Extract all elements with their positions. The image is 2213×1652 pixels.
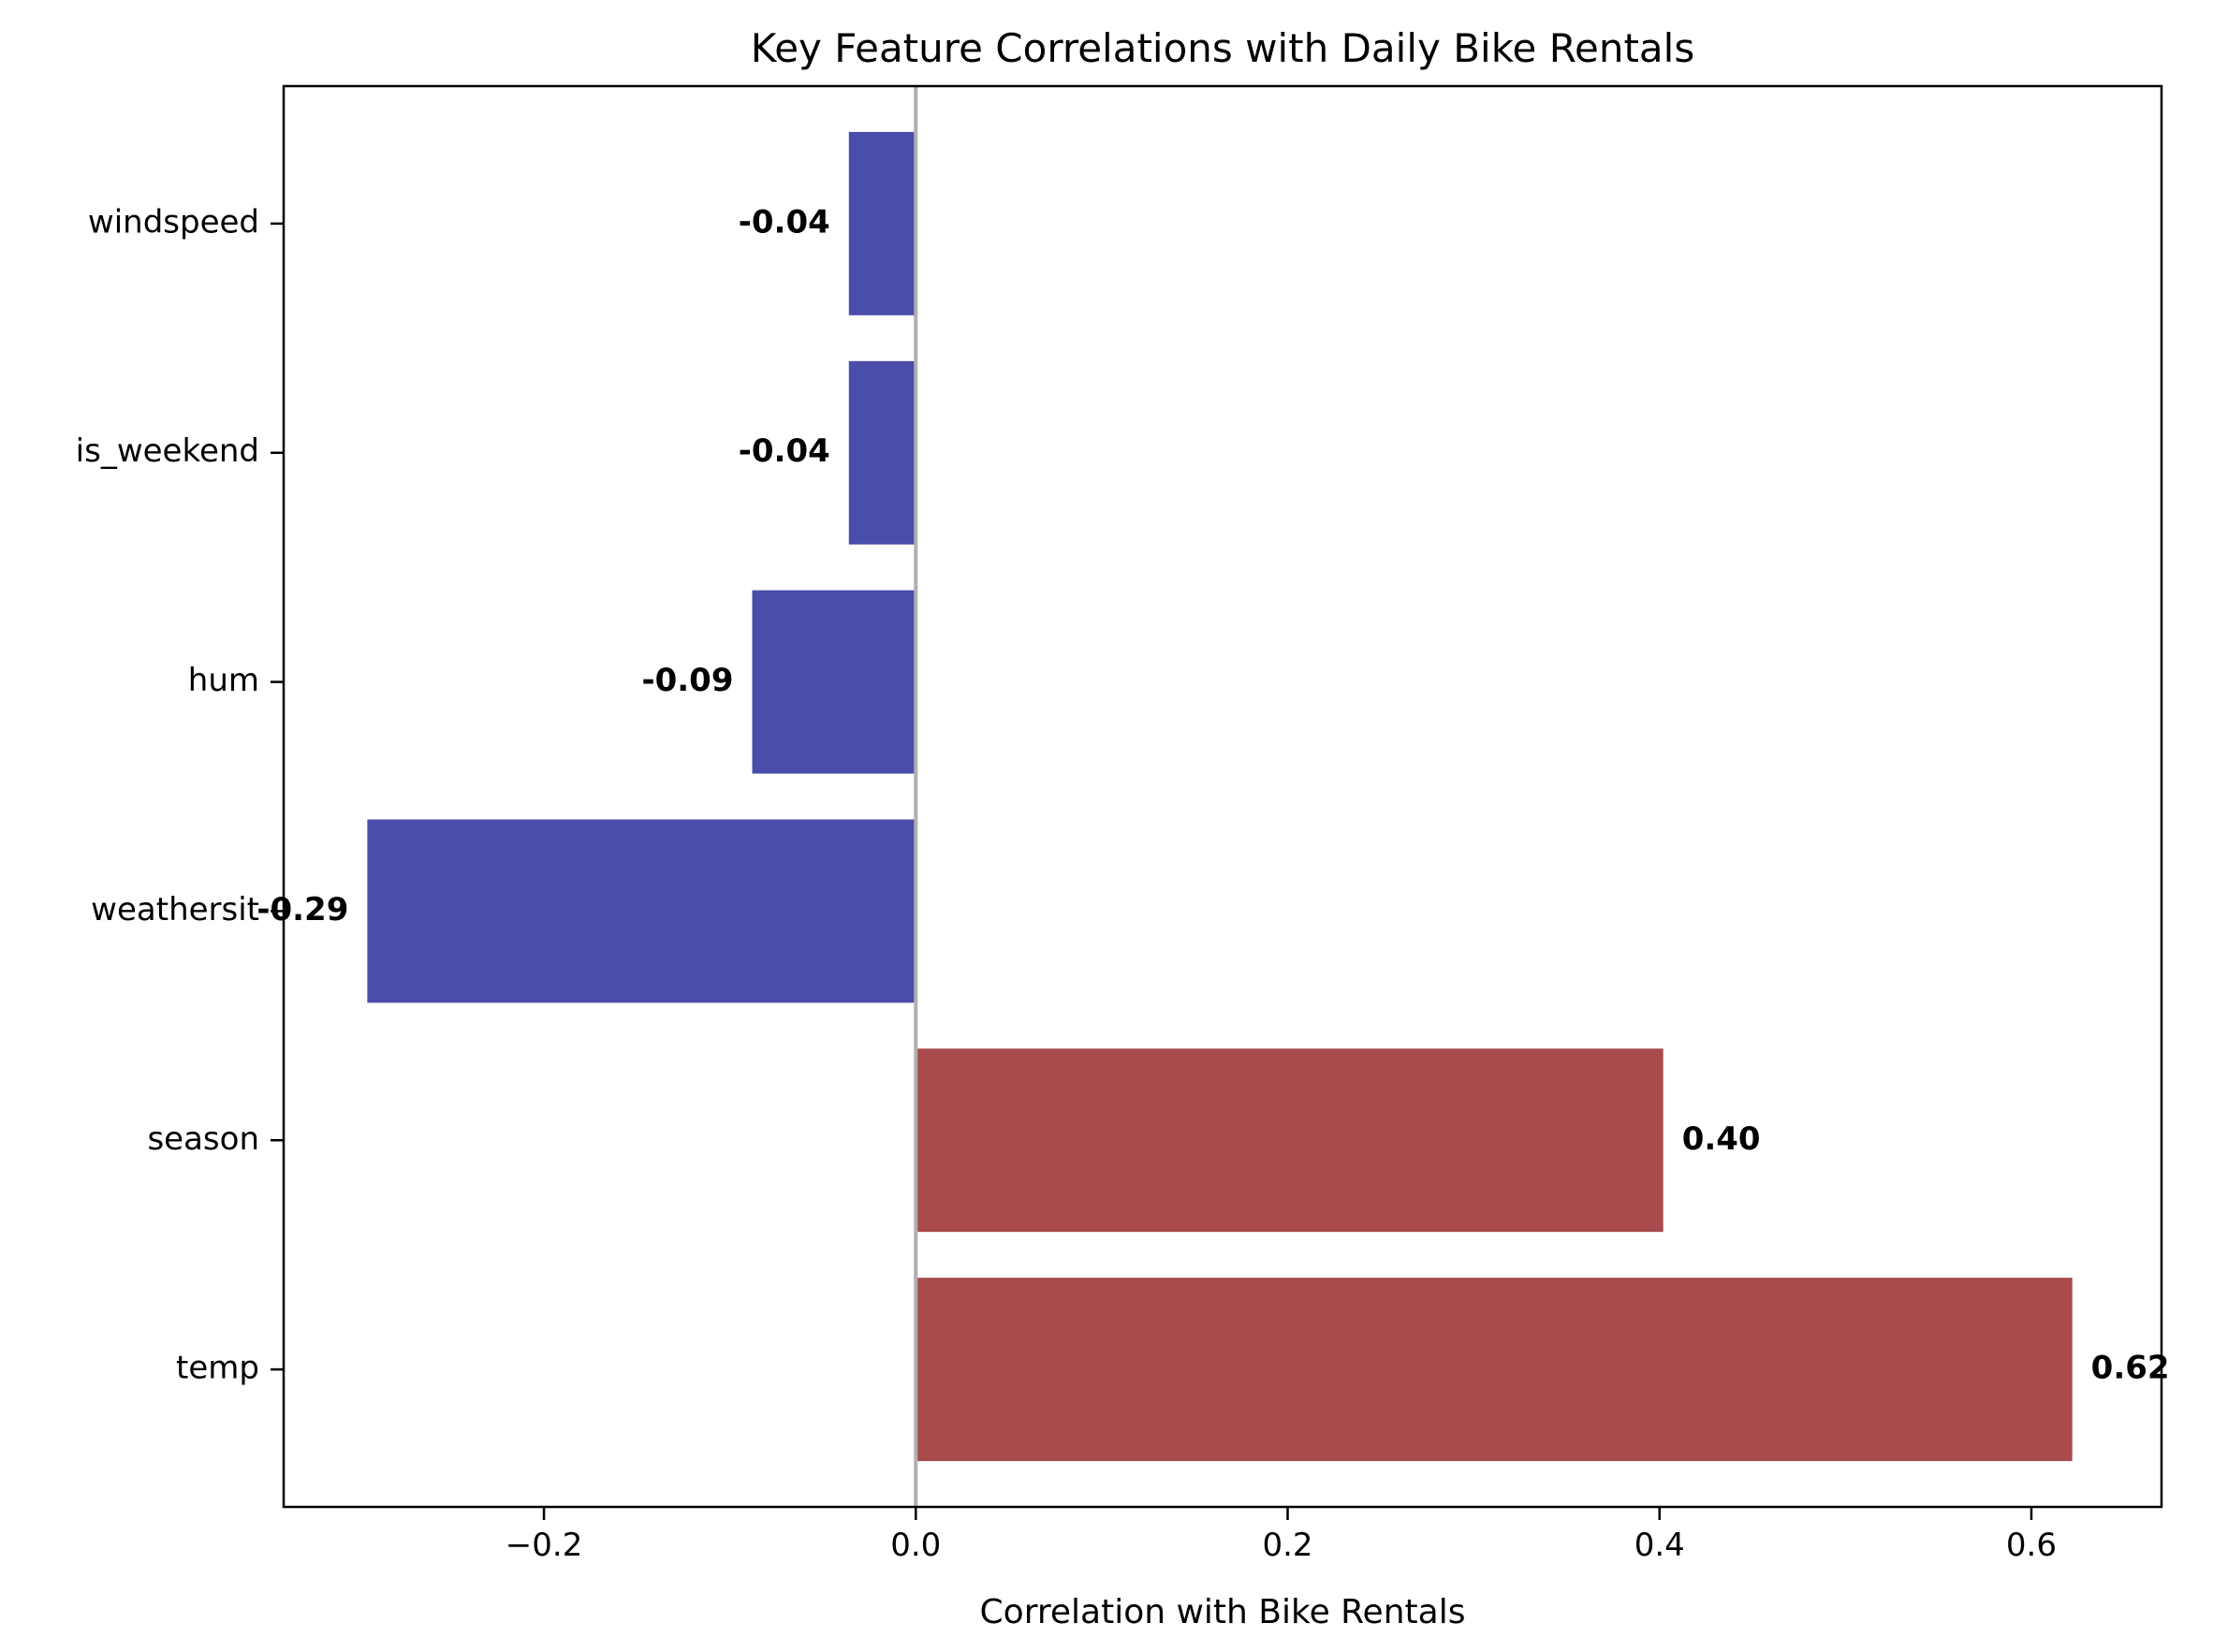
y-axis: temp season weathersit hum is_weekend windspe… bbox=[76, 203, 284, 1387]
bar-weathersit bbox=[367, 819, 916, 1003]
x-tick-label: 0.2 bbox=[1262, 1527, 1312, 1564]
y-tick-label-windspeed: windspeed bbox=[88, 203, 259, 241]
y-tick-label-weathersit: weathersit bbox=[91, 891, 259, 928]
y-tick-label-temp: temp bbox=[176, 1350, 259, 1387]
x-tick-label: 0.4 bbox=[1634, 1527, 1685, 1564]
value-label-season: 0.40 bbox=[1682, 1120, 1761, 1158]
bar-windspeed bbox=[848, 131, 916, 315]
bar-temp bbox=[916, 1278, 2073, 1462]
chart-title: Key Feature Correlations with Daily Bike… bbox=[751, 25, 1694, 71]
x-axis: −0.2 0.0 0.2 0.4 0.6 bbox=[506, 1507, 2057, 1564]
value-label-windspeed: -0.04 bbox=[739, 203, 830, 241]
value-label-is_weekend: -0.04 bbox=[739, 432, 830, 470]
y-tick-label-is_weekend: is_weekend bbox=[76, 432, 259, 470]
value-label-weathersit: -0.29 bbox=[256, 891, 348, 928]
x-tick-label: 0.6 bbox=[2006, 1527, 2057, 1564]
value-label-hum: -0.09 bbox=[642, 662, 734, 699]
y-tick-label-hum: hum bbox=[188, 662, 259, 699]
x-axis-title: Correlation with Bike Rentals bbox=[980, 1593, 1466, 1631]
bar-hum bbox=[752, 590, 916, 774]
bar-season bbox=[916, 1048, 1663, 1233]
y-tick-label-season: season bbox=[147, 1120, 259, 1158]
bar-is_weekend bbox=[848, 360, 916, 545]
value-labels-group: 0.62 0.40 -0.29 -0.09 -0.04 -0.04 bbox=[256, 203, 2169, 1386]
bars-group bbox=[367, 131, 2073, 1462]
x-tick-label: 0.0 bbox=[890, 1527, 941, 1564]
x-tick-label: −0.2 bbox=[506, 1527, 583, 1564]
plot-area-frame bbox=[282, 84, 2163, 1509]
value-label-temp: 0.62 bbox=[2091, 1350, 2170, 1387]
